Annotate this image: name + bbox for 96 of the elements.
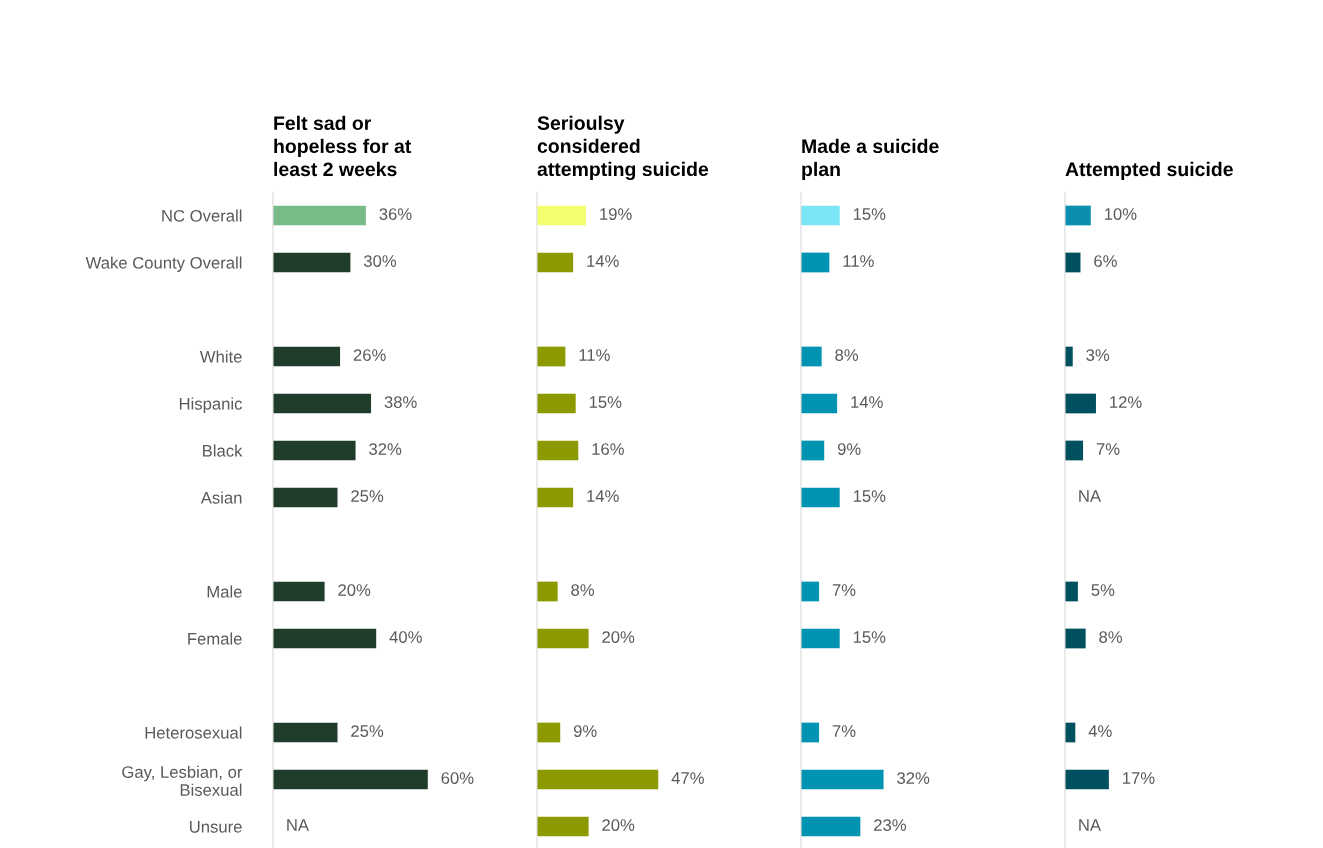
y-tick-label: White xyxy=(199,350,242,363)
bar xyxy=(273,769,428,790)
bar xyxy=(537,487,574,508)
data-label: 23% xyxy=(874,819,906,831)
bar xyxy=(801,581,820,602)
text: NA xyxy=(1079,490,1102,502)
data-label: 15% xyxy=(853,631,886,643)
bar xyxy=(537,393,576,414)
bar xyxy=(537,722,561,743)
bar xyxy=(273,487,338,508)
bar xyxy=(801,722,820,743)
text: Attempted suicide xyxy=(1065,161,1233,180)
data-label: 20% xyxy=(338,584,371,596)
bar xyxy=(273,346,341,367)
bar xyxy=(273,252,351,273)
bar xyxy=(537,628,589,649)
bar xyxy=(801,252,830,273)
bar xyxy=(801,440,825,461)
data-label: 3% xyxy=(1086,349,1110,361)
data-label: 14% xyxy=(587,490,619,502)
data-label: 25% xyxy=(351,725,384,737)
data-label: 16% xyxy=(592,443,624,455)
y-tick-label: Asian xyxy=(200,491,242,504)
data-label: 10% xyxy=(1104,208,1137,220)
bar xyxy=(801,816,861,837)
data-label: 14% xyxy=(587,255,619,267)
bar xyxy=(273,628,377,649)
text: NA xyxy=(1079,819,1102,831)
data-label: 11% xyxy=(843,255,874,267)
data-label: 5% xyxy=(1091,584,1115,596)
bar xyxy=(537,440,579,461)
bar xyxy=(1065,205,1091,226)
data-label: 6% xyxy=(1094,255,1117,267)
data-label: 15% xyxy=(853,208,886,220)
bar xyxy=(537,816,589,837)
data-label: 30% xyxy=(363,255,397,267)
bar xyxy=(537,346,566,367)
bar xyxy=(537,769,659,790)
bar xyxy=(273,205,366,226)
data-label: 17% xyxy=(1123,772,1155,784)
data-label: 8% xyxy=(571,584,595,596)
y-tick-label: Unsure xyxy=(190,821,242,833)
bar xyxy=(1065,769,1109,790)
data-label: 9% xyxy=(573,725,597,737)
data-label: 8% xyxy=(1099,631,1123,643)
bar xyxy=(537,205,587,226)
y-tick-label: Black xyxy=(203,444,243,457)
data-label: 7% xyxy=(832,584,856,596)
bar xyxy=(273,393,372,414)
text: NA xyxy=(287,819,310,831)
data-label: 4% xyxy=(1088,725,1112,737)
bar xyxy=(801,628,840,649)
bar xyxy=(273,581,325,602)
data-label: 15% xyxy=(853,490,886,502)
y-tick-label: Wake County Overall xyxy=(85,256,242,272)
data-label: 20% xyxy=(602,819,635,831)
data-label: 20% xyxy=(602,631,635,643)
data-label: 36% xyxy=(379,208,412,220)
chart-title: Made a suicide plan xyxy=(802,138,939,180)
data-label: 38% xyxy=(384,396,417,408)
data-label: 25% xyxy=(351,490,384,502)
data-label: 15% xyxy=(589,396,622,408)
y-tick-label: Male xyxy=(207,585,242,598)
data-label: 7% xyxy=(1096,443,1120,455)
data-label: 32% xyxy=(369,443,402,455)
chart-title: Felt sad or hopeless for at least 2 weeks xyxy=(274,115,412,177)
bar xyxy=(537,252,574,273)
data-label: 60% xyxy=(441,772,474,784)
bar xyxy=(1065,440,1084,461)
y-tick-label: Gay, Lesbian, or Bisexual xyxy=(122,765,243,796)
data-label: 19% xyxy=(600,208,632,220)
data-label: 14% xyxy=(851,396,883,408)
bar xyxy=(273,722,338,743)
data-label: 47% xyxy=(671,772,704,784)
data-label: 40% xyxy=(389,631,422,643)
bar xyxy=(1065,393,1096,414)
bar xyxy=(273,440,356,461)
data-label: 12% xyxy=(1110,396,1142,408)
y-tick-label: Heterosexual xyxy=(145,726,242,739)
y-tick-label: Hispanic xyxy=(179,397,243,413)
data-label: 32% xyxy=(897,772,930,784)
y-tick-label: NC Overall xyxy=(162,209,242,222)
data-label: 26% xyxy=(353,349,386,361)
bar xyxy=(1065,628,1086,649)
chart-title: Serioulsy considered attempting suicide xyxy=(537,115,709,180)
data-label: 9% xyxy=(837,443,861,455)
bar xyxy=(801,205,840,226)
data-label: 7% xyxy=(832,725,856,737)
bar xyxy=(537,581,558,602)
bar xyxy=(801,487,840,508)
y-tick-label: Female xyxy=(188,632,242,645)
data-label: 8% xyxy=(835,349,859,361)
bar xyxy=(801,393,838,414)
bar xyxy=(801,769,884,790)
data-label: 11% xyxy=(579,349,610,361)
bar xyxy=(801,346,822,367)
